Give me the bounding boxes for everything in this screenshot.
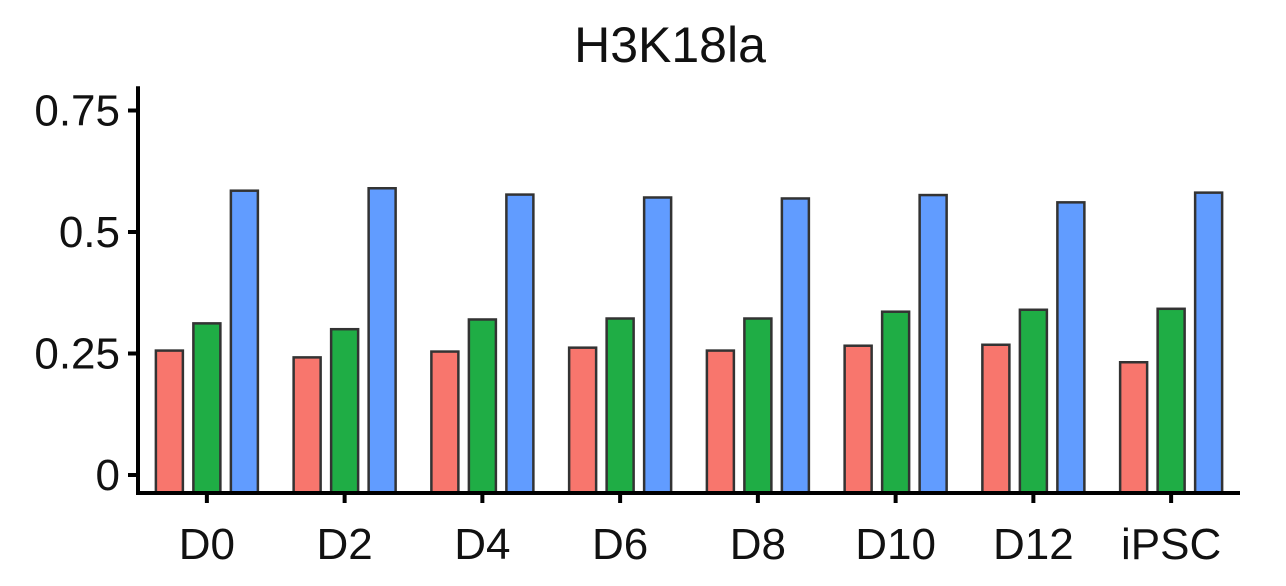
x-tick-label: D2 <box>317 520 373 569</box>
x-tick-label: iPSC <box>1121 520 1221 569</box>
bar-ipsc-s1 <box>1118 361 1149 495</box>
x-tick-label: D8 <box>730 520 786 569</box>
bar-d10-s3 <box>918 193 948 495</box>
bar-d2-s1 <box>292 356 322 495</box>
y-tick-label: 0.75 <box>34 87 120 136</box>
bars-group <box>154 187 1224 495</box>
y-tick-label: 0.25 <box>34 330 120 379</box>
bar-d8-s2 <box>743 317 773 495</box>
bar-d2-s2 <box>329 327 360 495</box>
bar-d12-s1 <box>981 343 1011 495</box>
bar-d12-s2 <box>1018 308 1049 495</box>
bar-ipsc-s3 <box>1193 191 1224 495</box>
y-tick-label: 0.5 <box>59 208 120 257</box>
bar-d6-s2 <box>605 317 635 495</box>
x-tick-label: D0 <box>179 520 235 569</box>
bar-d6-s1 <box>567 346 598 495</box>
bar-d2-s3 <box>367 187 397 495</box>
bar-d10-s2 <box>880 310 911 495</box>
x-axis: D0 D2 D4 D6 D8 D10 D12 iPSC <box>136 491 1240 569</box>
bar-d10-s1 <box>843 344 873 495</box>
bar-d4-s1 <box>430 350 460 495</box>
x-tick-label: D12 <box>993 520 1074 569</box>
x-tick-label: D10 <box>855 520 936 569</box>
bar-d0-s1 <box>154 349 185 495</box>
bar-d6-s3 <box>642 196 673 495</box>
x-tick-label: D4 <box>454 520 510 569</box>
y-axis: 0 0.25 0.5 0.75 <box>34 86 140 500</box>
bar-d0-s2 <box>192 322 222 495</box>
chart-title: H3K18la <box>574 17 766 73</box>
bar-d4-s2 <box>467 318 498 495</box>
bar-d4-s3 <box>505 193 535 495</box>
x-tick-label: D6 <box>592 520 648 569</box>
y-tick-label: 0 <box>96 451 120 500</box>
bar-d0-s3 <box>229 189 260 495</box>
bar-d8-s3 <box>780 197 811 495</box>
bar-d8-s1 <box>705 349 736 495</box>
bar-ipsc-s2 <box>1156 307 1186 495</box>
bar-d12-s3 <box>1056 201 1086 495</box>
